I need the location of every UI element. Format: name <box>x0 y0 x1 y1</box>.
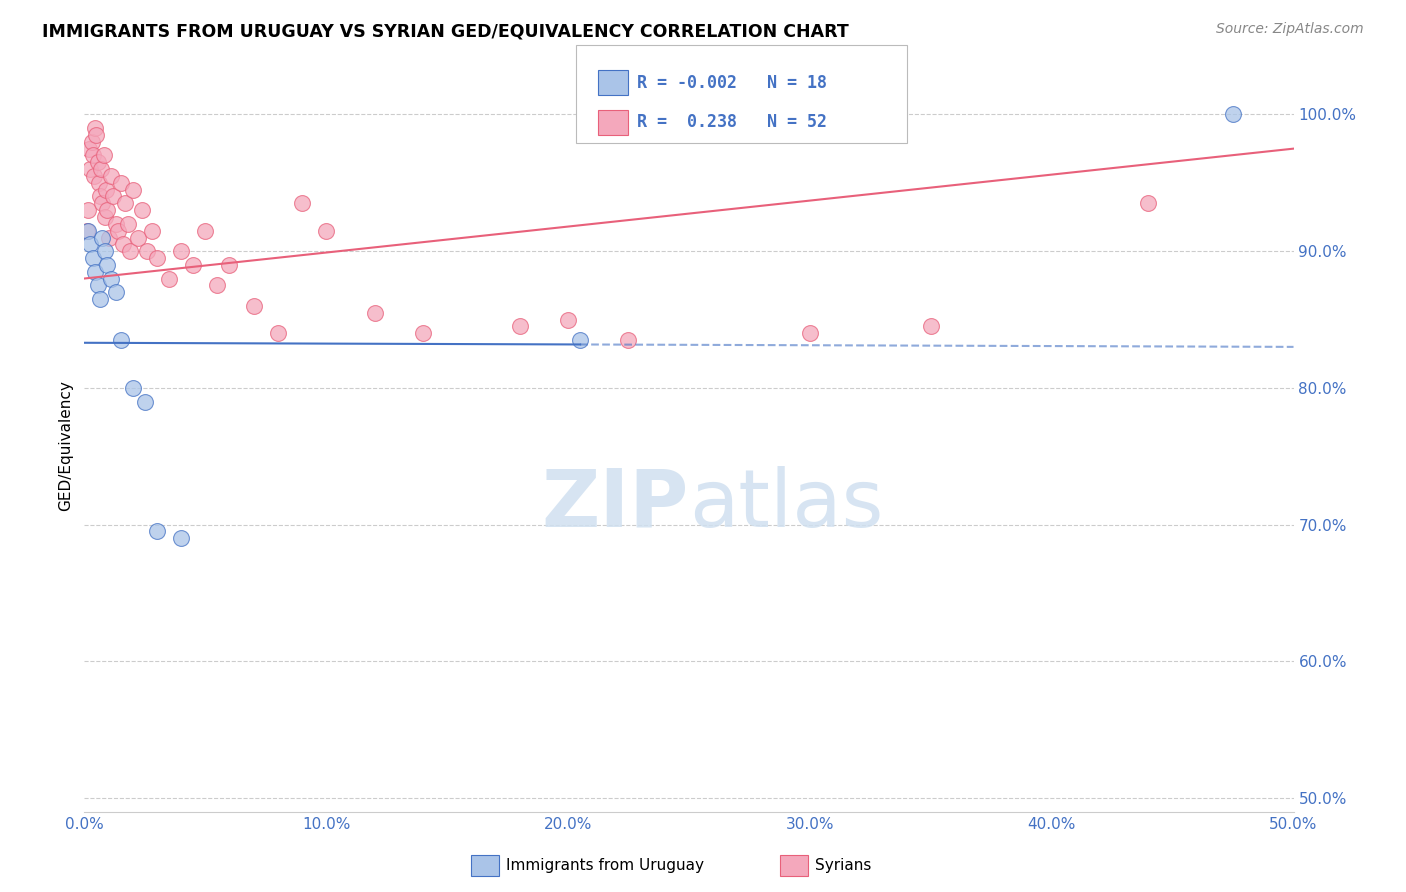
Point <box>218 258 240 272</box>
Point <box>93 148 115 162</box>
Point <box>77 142 100 156</box>
Text: Immigrants from Uruguay: Immigrants from Uruguay <box>506 858 704 872</box>
Point <box>1137 196 1160 211</box>
Point <box>557 312 579 326</box>
Point <box>76 224 98 238</box>
Point <box>207 278 229 293</box>
Point <box>170 531 193 545</box>
Point <box>509 319 531 334</box>
Point <box>412 326 434 341</box>
Point <box>146 524 169 539</box>
Point <box>103 189 125 203</box>
Point <box>120 244 142 259</box>
Point <box>363 306 385 320</box>
Point <box>79 237 101 252</box>
Y-axis label: GED/Equivalency: GED/Equivalency <box>58 381 73 511</box>
Point <box>291 196 314 211</box>
Point <box>617 333 640 347</box>
Point <box>194 224 217 238</box>
Point <box>89 189 111 203</box>
Point <box>134 394 156 409</box>
Text: Syrians: Syrians <box>815 858 872 872</box>
Point <box>141 224 163 238</box>
Text: Source: ZipAtlas.com: Source: ZipAtlas.com <box>1216 22 1364 37</box>
Point <box>77 224 100 238</box>
Point <box>131 203 153 218</box>
Point <box>267 326 290 341</box>
Point <box>100 271 122 285</box>
Point <box>84 265 107 279</box>
Text: atlas: atlas <box>689 466 883 543</box>
Point <box>91 230 114 244</box>
Point <box>83 169 105 183</box>
Point <box>110 333 132 347</box>
Point <box>112 237 135 252</box>
Point <box>1222 107 1244 121</box>
Point <box>117 217 139 231</box>
Point <box>170 244 193 259</box>
Point <box>104 285 127 300</box>
Point <box>79 162 101 177</box>
Point <box>121 183 143 197</box>
Point <box>91 196 114 211</box>
Point <box>87 176 110 190</box>
Point <box>114 196 136 211</box>
Point <box>157 271 180 285</box>
Point <box>86 155 108 169</box>
Point <box>121 381 143 395</box>
Point <box>82 251 104 265</box>
Point <box>89 292 111 306</box>
Point <box>77 203 100 218</box>
Point <box>799 326 821 341</box>
Point <box>181 258 204 272</box>
Point <box>86 278 108 293</box>
Point <box>94 183 117 197</box>
Text: ZIP: ZIP <box>541 466 689 543</box>
Point <box>97 230 120 244</box>
Point <box>94 244 117 259</box>
Point <box>107 224 129 238</box>
Point <box>84 121 107 136</box>
Text: R = -0.002   N = 18: R = -0.002 N = 18 <box>637 74 827 92</box>
Point <box>100 169 122 183</box>
Point <box>146 251 169 265</box>
Text: IMMIGRANTS FROM URUGUAY VS SYRIAN GED/EQUIVALENCY CORRELATION CHART: IMMIGRANTS FROM URUGUAY VS SYRIAN GED/EQ… <box>42 22 849 40</box>
Point <box>82 148 104 162</box>
Point <box>315 224 337 238</box>
Text: R =  0.238   N = 52: R = 0.238 N = 52 <box>637 113 827 131</box>
Point <box>80 135 103 149</box>
Point <box>110 176 132 190</box>
Point <box>86 128 108 142</box>
Point <box>127 230 149 244</box>
Point <box>96 258 118 272</box>
Point <box>94 210 117 224</box>
Point <box>136 244 159 259</box>
Point <box>90 162 112 177</box>
Point <box>920 319 942 334</box>
Point <box>96 203 118 218</box>
Point <box>242 299 264 313</box>
Point <box>569 333 592 347</box>
Point <box>104 217 127 231</box>
